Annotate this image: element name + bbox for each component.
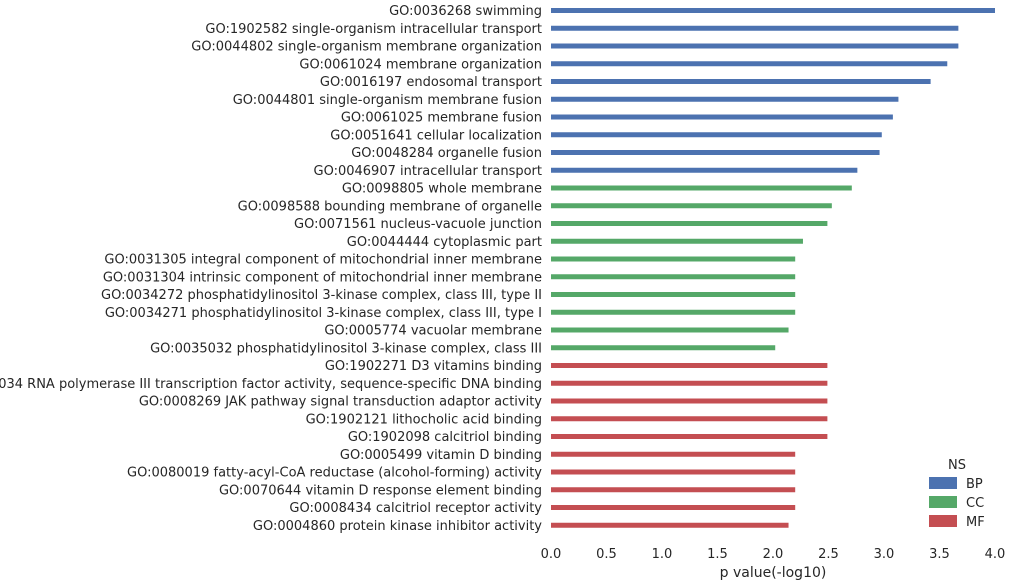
category-label-15: GO:0031305 integral component of mitocho…: [104, 253, 542, 268]
category-label-18: GO:0034271 phosphatidylinositol 3-kinase…: [105, 306, 542, 321]
bar-27: [551, 469, 796, 475]
bar-21: [551, 363, 828, 368]
category-label-26: GO:0005499 vitamin D binding: [340, 448, 542, 463]
bar-4: [551, 61, 948, 67]
x-tick-label-3: 1.0: [652, 547, 673, 562]
category-label-5: GO:0016197 endosomal transport: [320, 75, 542, 90]
category-label-28: GO:0070644 vitamin D response element bi…: [219, 483, 542, 498]
category-label-22: GO:0001034 RNA polymerase III transcript…: [0, 377, 542, 392]
legend-title: NS: [948, 458, 966, 473]
bar-6: [551, 96, 899, 102]
bar-2: [551, 25, 959, 31]
bar-17: [551, 292, 796, 297]
bar-3: [551, 43, 959, 49]
category-label-7: GO:0061025 membrane fusion: [341, 111, 542, 126]
category-label-24: GO:1902121 lithocholic acid binding: [306, 412, 542, 427]
category-label-20: GO:0035032 phosphatidylinositol 3-kinase…: [150, 341, 542, 356]
x-tick-label-6: 2.5: [818, 547, 839, 562]
category-label-2: GO:1902582 single-organism intracellular…: [205, 22, 542, 37]
category-label-19: GO:0005774 vacuolar membrane: [324, 324, 542, 339]
legend-swatch-cc: [929, 496, 957, 508]
legend-label-cc: CC: [966, 496, 984, 511]
bar-29: [551, 505, 796, 510]
bar-8: [551, 132, 882, 138]
x-tick-label-7: 3.0: [874, 547, 895, 562]
category-label-8: GO:0051641 cellular localization: [330, 128, 542, 143]
bar-25: [551, 434, 828, 439]
x-tick-label-2: 0.5: [596, 547, 617, 562]
category-label-11: GO:0098805 whole membrane: [342, 182, 542, 197]
legend-swatch-mf: [929, 515, 957, 527]
x-tick-label-4: 1.5: [707, 547, 728, 562]
category-label-14: GO:0044444 cytoplasmic part: [347, 235, 542, 250]
category-label-9: GO:0048284 organelle fusion: [351, 146, 542, 161]
category-label-4: GO:0061024 membrane organization: [299, 57, 542, 72]
x-tick-label-1: 0.0: [541, 547, 562, 562]
bar-10: [551, 167, 858, 173]
category-label-6: GO:0044801 single-organism membrane fusi…: [233, 93, 542, 108]
category-label-12: GO:0098588 bounding membrane of organell…: [238, 199, 542, 214]
bar-5: [551, 79, 931, 84]
bar-28: [551, 487, 796, 493]
bar-12: [551, 203, 832, 209]
category-labels: GO:0036268 swimming GO:1902582 single-org…: [0, 4, 542, 534]
bar-19: [551, 327, 789, 333]
category-label-17: GO:0034272 phosphatidylinositol 3-kinase…: [101, 288, 542, 303]
bar-20: [551, 345, 776, 351]
legend-label-mf: MF: [966, 515, 985, 530]
category-label-1: GO:0036268 swimming: [389, 4, 542, 19]
x-tick-label-5: 2.0: [763, 547, 784, 562]
category-label-13: GO:0071561 nucleus-vacuole junction: [294, 217, 542, 232]
bar-18: [551, 309, 796, 315]
legend: NS BP CC MF: [929, 458, 985, 530]
legend-entries: BP CC MF: [929, 477, 985, 530]
x-tick-label-8: 3.5: [929, 547, 950, 562]
bar-22: [551, 380, 828, 386]
bar-15: [551, 256, 796, 262]
category-label-10: GO:0046907 intracellular transport: [314, 164, 542, 179]
bar-24: [551, 416, 828, 422]
category-label-21: GO:1902271 D3 vitamins binding: [325, 359, 542, 374]
category-label-29: GO:0008434 calcitriol receptor activity: [289, 501, 542, 516]
bar-30: [551, 522, 789, 528]
bar-26: [551, 451, 796, 457]
x-axis-label: p value(-log10): [720, 565, 827, 581]
legend-label-bp: BP: [966, 477, 983, 492]
category-label-25: GO:1902098 calcitriol binding: [348, 430, 542, 445]
x-axis-ticks: 0.0 0.5 1.0 1.5 2.0 2.5 3.0 3.5 4.0: [541, 547, 1006, 562]
bar-7: [551, 114, 893, 120]
category-label-30: GO:0004860 protein kinase inhibitor acti…: [253, 519, 542, 534]
bar-11: [551, 185, 852, 191]
bar-23: [551, 398, 828, 404]
bar-14: [551, 238, 803, 244]
category-label-16: GO:0031304 intrinsic component of mitoch…: [103, 270, 542, 285]
category-label-23: GO:0008269 JAK pathway signal transducti…: [139, 395, 542, 410]
legend-swatch-bp: [929, 477, 957, 489]
bar-13: [551, 221, 828, 226]
x-tick-label-9: 4.0: [985, 547, 1006, 562]
category-label-27: GO:0080019 fatty-acyl-CoA reductase (alc…: [127, 466, 542, 481]
bar-1: [551, 8, 995, 13]
bar-16: [551, 274, 796, 280]
bars-layer: [551, 8, 995, 528]
bar-9: [551, 150, 880, 155]
category-label-3: GO:0044802 single-organism membrane orga…: [191, 40, 542, 55]
